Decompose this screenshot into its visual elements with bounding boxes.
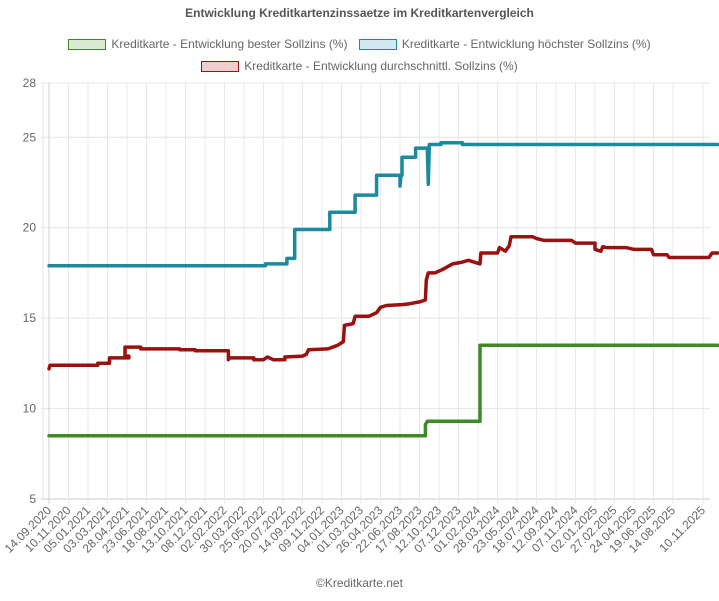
- legend-label-average-rate: Kreditkarte - Entwicklung durchschnittl.…: [244, 59, 518, 73]
- legend-item-best-rate[interactable]: Kreditkarte - Entwicklung bester Sollzin…: [68, 37, 347, 51]
- legend-row-2: Kreditkarte - Entwicklung durchschnittl.…: [0, 59, 719, 75]
- y-tick-label: 20: [23, 221, 37, 235]
- legend-label-best-rate: Kreditkarte - Entwicklung bester Sollzin…: [111, 37, 348, 51]
- series-line-0[interactable]: [47, 343, 719, 438]
- y-tick-label: 15: [23, 311, 37, 325]
- series-line-1[interactable]: [47, 140, 719, 268]
- legend-swatch-blue: [358, 38, 397, 50]
- legend-item-highest-rate[interactable]: Kreditkarte - Entwicklung höchster Sollz…: [358, 37, 651, 51]
- y-tick-label: 28: [23, 76, 37, 90]
- y-tick-label: 10: [23, 402, 37, 416]
- legend-swatch-green: [68, 38, 107, 50]
- y-tick-label: 5: [29, 492, 36, 506]
- y-tick-label: 25: [23, 130, 37, 144]
- legend-swatch-red: [201, 60, 240, 72]
- legend-row-1: Kreditkarte - Entwicklung bester Sollzin…: [0, 37, 719, 53]
- chart-title: Entwicklung Kreditkartenzinssaetze im Kr…: [185, 6, 534, 20]
- series-line-2[interactable]: [47, 234, 719, 371]
- legend-item-average-rate[interactable]: Kreditkarte - Entwicklung durchschnittl.…: [201, 59, 518, 73]
- copyright-footer[interactable]: ©Kreditkarte.net: [316, 576, 403, 590]
- legend-label-highest-rate: Kreditkarte - Entwicklung höchster Sollz…: [401, 37, 651, 51]
